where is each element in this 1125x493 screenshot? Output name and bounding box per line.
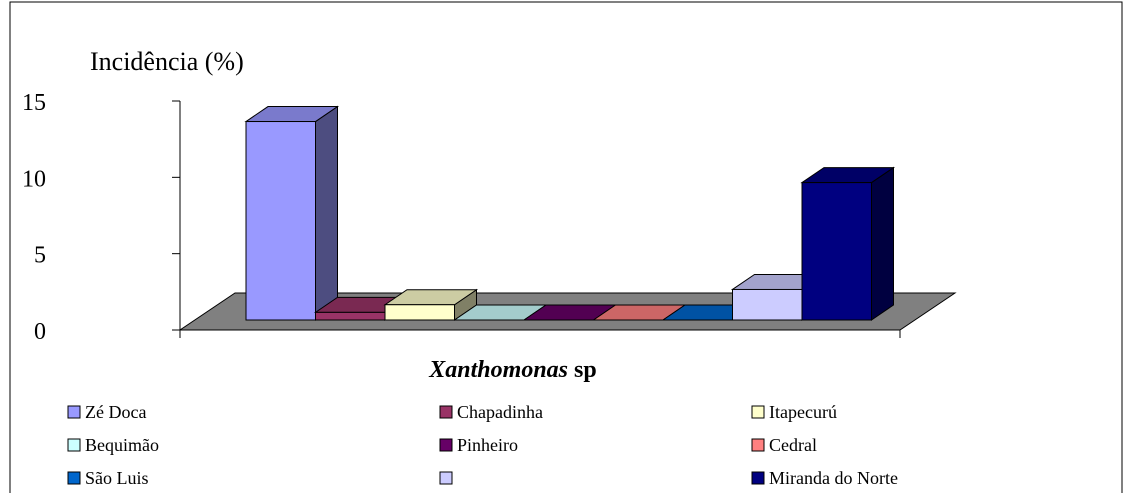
bar-front (315, 311, 386, 321)
legend-label: Chapadinha (457, 402, 543, 422)
legend-label: Bequimão (85, 435, 159, 455)
bar-side (871, 166, 894, 321)
y-tick-label: 5 (34, 243, 46, 269)
legend-swatch (439, 438, 453, 452)
bar (383, 288, 479, 321)
legend-label: Zé Doca (85, 402, 146, 422)
legend-swatch (67, 405, 81, 419)
x-axis-label: Xanthomonas sp (428, 357, 596, 383)
legend-label: São Luis (85, 468, 149, 488)
chart-border (9, 1, 1123, 493)
y-axis-label: Incidência (%) (90, 47, 244, 76)
legend-swatch (439, 405, 453, 419)
legend-swatch (439, 471, 453, 485)
legend-label: Itapecurú (769, 402, 837, 422)
bar (800, 166, 896, 321)
bar-front (384, 304, 455, 321)
y-tick-label: 10 (22, 166, 46, 192)
legend-swatch (751, 405, 765, 419)
bar (244, 105, 340, 321)
legend-swatch (751, 438, 765, 452)
bar-side (315, 105, 338, 321)
y-tick-label: 15 (22, 90, 46, 116)
legend-label: Miranda do Norte (769, 468, 898, 488)
legend-label: Cedral (769, 435, 817, 455)
bar-front (732, 288, 803, 321)
legend-swatch (751, 471, 765, 485)
legend-swatch (67, 471, 81, 485)
y-tick-label: 0 (34, 319, 46, 345)
bar-front (245, 121, 316, 321)
bar-front (801, 182, 872, 321)
legend-label: Pinheiro (457, 435, 518, 455)
legend-swatch (67, 438, 81, 452)
